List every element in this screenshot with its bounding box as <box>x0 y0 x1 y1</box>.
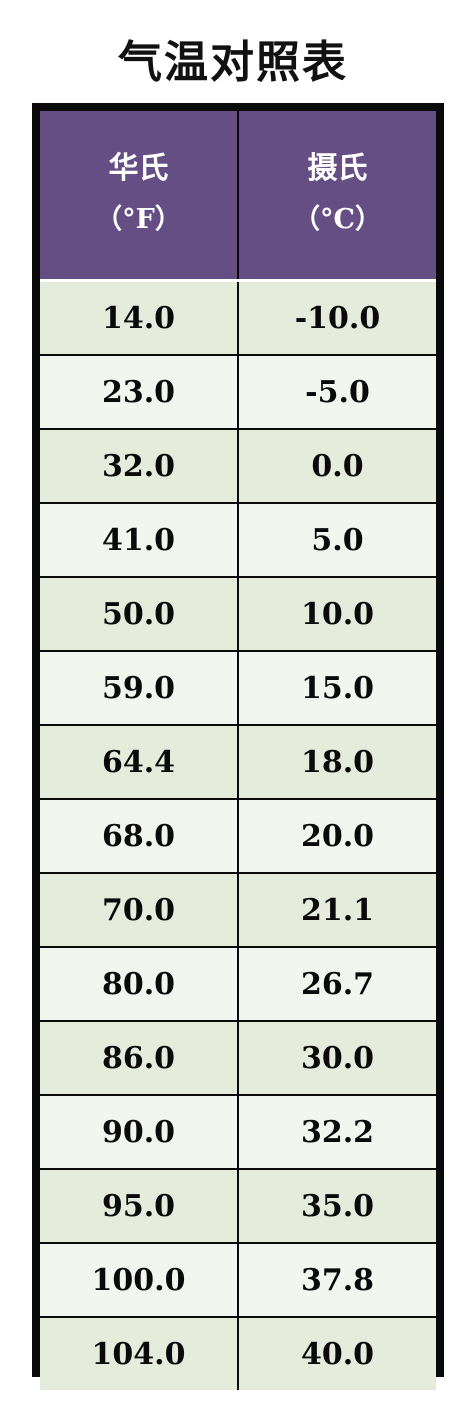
cell-fahrenheit: 23.0 <box>40 355 239 430</box>
table-row: 50.0 10.0 <box>40 577 436 652</box>
page-title: 气温对照表 <box>118 37 348 88</box>
table-row: 23.0 -5.0 <box>40 355 436 430</box>
header-fahrenheit: 华氏 （°F） <box>40 111 239 282</box>
header-fahrenheit-unit: （°F） <box>95 204 182 235</box>
table-row: 41.0 5.0 <box>40 503 436 578</box>
cell-celsius: 5.0 <box>238 503 436 578</box>
cell-celsius: 21.1 <box>238 873 436 948</box>
table-row: 32.0 0.0 <box>40 429 436 504</box>
table-body: 14.0 -10.0 23.0 -5.0 32.0 0.0 41.0 5.0 50.0 10.0 5… <box>40 280 436 1390</box>
cell-celsius: -10.0 <box>238 280 436 356</box>
table-row: 95.0 35.0 <box>40 1169 436 1244</box>
cell-celsius: 35.0 <box>238 1169 436 1244</box>
cell-fahrenheit: 64.4 <box>40 725 239 800</box>
cell-celsius: 26.7 <box>238 947 436 1022</box>
header-celsius: 摄氏 （°C） <box>238 111 436 282</box>
table-row: 100.0 37.8 <box>40 1243 436 1318</box>
cell-celsius: 0.0 <box>238 429 436 504</box>
cell-fahrenheit: 14.0 <box>40 280 239 356</box>
cell-fahrenheit: 59.0 <box>40 651 239 726</box>
table-row: 68.0 20.0 <box>40 799 436 874</box>
conversion-table: 华氏 （°F） 摄氏 （°C） 14.0 -10.0 23.0 -5.0 32.0 0.0… <box>40 111 436 1390</box>
cell-celsius: 20.0 <box>238 799 436 874</box>
table-row: 70.0 21.1 <box>40 873 436 948</box>
cell-celsius: -5.0 <box>238 355 436 430</box>
cell-fahrenheit: 70.0 <box>40 873 239 948</box>
table-row: 86.0 30.0 <box>40 1021 436 1096</box>
conversion-table-frame: 华氏 （°F） 摄氏 （°C） 14.0 -10.0 23.0 -5.0 32.0 0.0… <box>32 103 444 1390</box>
table-row: 80.0 26.7 <box>40 947 436 1022</box>
cell-celsius: 32.2 <box>238 1095 436 1170</box>
cell-fahrenheit: 104.0 <box>40 1317 239 1390</box>
cell-celsius: 10.0 <box>238 577 436 652</box>
cell-fahrenheit: 50.0 <box>40 577 239 652</box>
cell-fahrenheit: 95.0 <box>40 1169 239 1244</box>
cell-celsius: 15.0 <box>238 651 436 726</box>
table-row: 14.0 -10.0 <box>40 280 436 356</box>
table-row: 90.0 32.2 <box>40 1095 436 1170</box>
cell-fahrenheit: 90.0 <box>40 1095 239 1170</box>
table-row: 64.4 18.0 <box>40 725 436 800</box>
cell-celsius: 37.8 <box>238 1243 436 1318</box>
cell-celsius: 18.0 <box>238 725 436 800</box>
cell-celsius: 40.0 <box>238 1317 436 1390</box>
header-celsius-unit: （°C） <box>293 204 382 235</box>
table-header-row: 华氏 （°F） 摄氏 （°C） <box>40 111 436 282</box>
table-row: 59.0 15.0 <box>40 651 436 726</box>
table-row: 104.0 40.0 <box>40 1317 436 1390</box>
cell-fahrenheit: 68.0 <box>40 799 239 874</box>
cell-fahrenheit: 86.0 <box>40 1021 239 1096</box>
cell-fahrenheit: 41.0 <box>40 503 239 578</box>
cell-fahrenheit: 100.0 <box>40 1243 239 1318</box>
header-celsius-name: 摄氏 <box>307 151 368 186</box>
cell-fahrenheit: 32.0 <box>40 429 239 504</box>
header-fahrenheit-name: 华氏 <box>108 151 169 186</box>
cell-fahrenheit: 80.0 <box>40 947 239 1022</box>
cell-celsius: 30.0 <box>238 1021 436 1096</box>
